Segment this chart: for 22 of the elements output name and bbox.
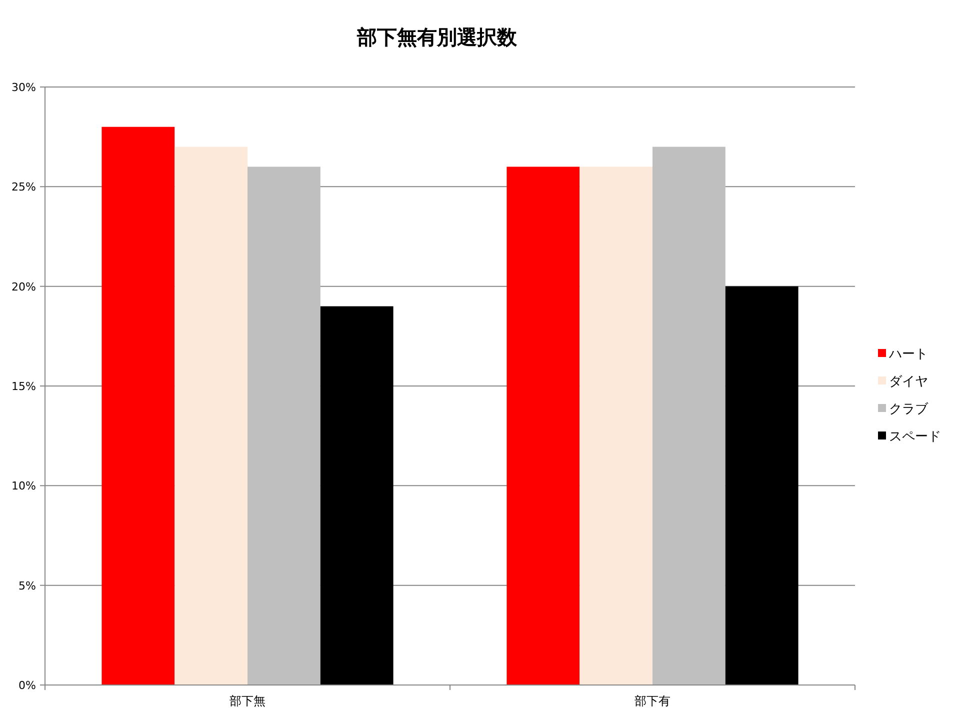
- y-tick-label: 0%: [18, 679, 36, 692]
- x-tick-label: 部下有: [634, 694, 670, 708]
- bar: [248, 166, 320, 685]
- chart-title: 部下無有別選択数: [356, 25, 518, 49]
- y-tick-label: 25%: [12, 180, 36, 194]
- legend-label: スペード: [889, 430, 941, 444]
- legend-label: クラブ: [889, 402, 929, 417]
- y-tick-label: 5%: [18, 579, 36, 592]
- y-tick-label: 20%: [12, 280, 36, 294]
- y-tick-label: 30%: [12, 81, 36, 94]
- bar: [506, 166, 580, 685]
- bar: [652, 146, 726, 685]
- bar: [725, 286, 798, 685]
- bar: [320, 306, 394, 685]
- y-tick-label: 10%: [12, 480, 36, 493]
- bar: [102, 126, 175, 685]
- y-tick-label: 15%: [12, 380, 36, 393]
- legend-label: ハート: [888, 347, 928, 362]
- bar: [580, 166, 652, 685]
- x-tick-label: 部下無: [230, 694, 266, 708]
- legend-label: ダイヤ: [889, 374, 928, 390]
- bar: [174, 146, 248, 685]
